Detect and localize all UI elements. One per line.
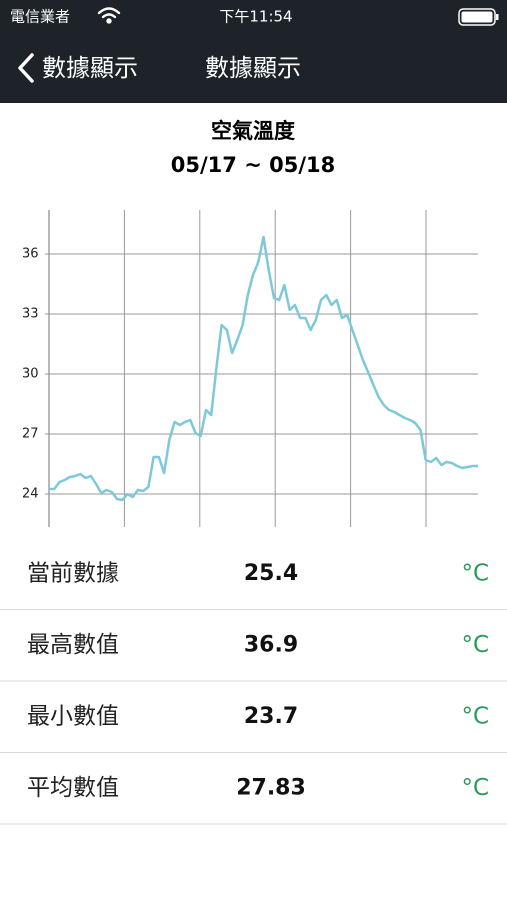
stat-label: 最小數值 bbox=[27, 704, 119, 730]
data-line bbox=[49, 235, 478, 502]
stat-label: 當前數據 bbox=[27, 561, 119, 587]
y-tick-label: 30 bbox=[22, 367, 39, 382]
stat-label: 平均數值 bbox=[27, 775, 119, 801]
stat-value: 36.9 bbox=[244, 633, 298, 658]
chart: 24 27 30 33 36 bbox=[22, 210, 478, 527]
stat-unit: °C bbox=[461, 704, 489, 730]
back-label[interactable]: 數據顯示 bbox=[42, 54, 138, 82]
stat-value: 25.4 bbox=[244, 561, 298, 586]
nav-title: 數據顯示 bbox=[205, 54, 301, 82]
back-arrow[interactable] bbox=[18, 53, 34, 83]
y-tick-label: 33 bbox=[22, 307, 39, 322]
battery-icon bbox=[458, 8, 499, 26]
back-button[interactable]: 數據顯示 bbox=[18, 53, 138, 83]
chart-subtitle: 05/17 ~ 05/18 bbox=[171, 153, 335, 177]
y-tick-label: 36 bbox=[22, 247, 39, 262]
stat-unit: °C bbox=[461, 561, 489, 587]
chart-title: 空氣溫度 bbox=[211, 119, 295, 143]
stat-label: 最高數值 bbox=[27, 632, 119, 658]
header-bg bbox=[0, 0, 507, 103]
clock: 下午11:54 bbox=[219, 8, 292, 26]
wifi-icon bbox=[97, 7, 121, 24]
stats-table: 當前數據 25.4 °C 最高數值 36.9 °C 最小數值 23.7 °C 平均數值 27.83 °… bbox=[0, 561, 507, 825]
stat-unit: °C bbox=[461, 632, 489, 658]
stat-value: 23.7 bbox=[244, 704, 298, 729]
carrier: 電信業者 bbox=[10, 8, 70, 26]
y-tick-label: 24 bbox=[22, 487, 39, 502]
y-tick-label: 27 bbox=[22, 427, 39, 442]
stat-value: 27.83 bbox=[236, 776, 306, 801]
stat-unit: °C bbox=[461, 775, 489, 801]
